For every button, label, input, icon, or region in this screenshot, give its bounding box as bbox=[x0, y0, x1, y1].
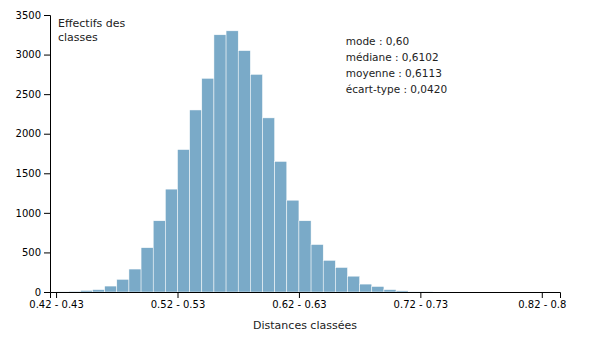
y-tick-label: 2000 bbox=[16, 128, 41, 139]
bar bbox=[141, 248, 153, 292]
plot-area: 0.42 - 0.43 0.52 - 0.53 0.62 - 0.63 0.72 - … bbox=[16, 10, 567, 310]
bar bbox=[129, 269, 141, 292]
x-tick: 0.82 - 0.8 bbox=[518, 292, 566, 310]
bar bbox=[396, 291, 408, 292]
chart: 0.42 - 0.43 0.52 - 0.53 0.62 - 0.63 0.72 - … bbox=[0, 0, 595, 337]
y-tick-mark bbox=[44, 252, 50, 253]
annotation: mode : 0,60 médiane : 0,6102 moyenne : 0,6… bbox=[346, 35, 447, 95]
y-tick: 0 bbox=[35, 287, 50, 298]
bar bbox=[56, 291, 68, 292]
bar bbox=[299, 221, 311, 292]
x-tick-label: 0.72 - 0.73 bbox=[394, 299, 449, 310]
y-tick: 1500 bbox=[16, 168, 50, 179]
y-axis-title-line: Effectifs des bbox=[58, 17, 126, 30]
bar bbox=[250, 74, 262, 292]
bar bbox=[214, 35, 226, 292]
x-axis-line bbox=[51, 293, 561, 299]
annotation-line: écart-type : 0,0420 bbox=[346, 83, 447, 95]
x-tick-mark bbox=[178, 292, 179, 298]
bar bbox=[360, 284, 372, 292]
x-tick-mark bbox=[299, 292, 300, 298]
bar bbox=[238, 51, 250, 292]
x-tick: 0.72 - 0.73 bbox=[394, 292, 449, 310]
y-tick: 500 bbox=[22, 247, 50, 258]
bar bbox=[165, 189, 177, 292]
bar bbox=[93, 290, 105, 292]
y-axis-title-line: classes bbox=[58, 31, 98, 44]
bar bbox=[275, 161, 287, 292]
x-tick-label: 0.82 - 0.8 bbox=[518, 299, 566, 310]
bar bbox=[105, 286, 117, 292]
y-tick-mark bbox=[44, 94, 50, 95]
y-axis-title: Effectifs desclasses bbox=[58, 17, 126, 44]
bar bbox=[178, 150, 190, 292]
y-tick-label: 0 bbox=[35, 287, 41, 298]
bar bbox=[408, 291, 420, 292]
y-tick-mark bbox=[44, 213, 50, 214]
y-tick: 2500 bbox=[16, 89, 50, 100]
y-tick-mark bbox=[44, 134, 50, 135]
y-tick-label: 3000 bbox=[16, 49, 41, 60]
y-tick-mark bbox=[44, 15, 50, 16]
bar bbox=[348, 276, 360, 292]
bar bbox=[335, 267, 347, 292]
x-tick-mark bbox=[420, 292, 421, 298]
bar bbox=[311, 245, 323, 292]
y-tick-label: 1500 bbox=[16, 168, 41, 179]
y-tick: 3000 bbox=[16, 49, 50, 60]
x-axis: 0.42 - 0.43 0.52 - 0.53 0.62 - 0.63 0.72 - … bbox=[29, 292, 566, 310]
y-axis: 0 500 1000 1500 2000 2500 3000 3500 bbox=[16, 10, 51, 298]
x-tick-label: 0.52 - 0.53 bbox=[151, 299, 206, 310]
bar bbox=[190, 110, 202, 292]
bar bbox=[80, 290, 92, 292]
annotation-line: moyenne : 0,6113 bbox=[346, 67, 442, 79]
y-tick-mark bbox=[44, 173, 50, 174]
y-tick-label: 2500 bbox=[16, 89, 41, 100]
x-tick-label: 0.62 - 0.63 bbox=[272, 299, 327, 310]
y-axis-line bbox=[44, 16, 51, 293]
x-tick-mark bbox=[542, 292, 543, 298]
bar bbox=[68, 291, 80, 292]
y-tick: 1000 bbox=[16, 208, 50, 219]
y-tick-label: 1000 bbox=[16, 208, 41, 219]
annotation-line: médiane : 0,6102 bbox=[346, 51, 439, 63]
x-tick: 0.62 - 0.63 bbox=[272, 292, 327, 310]
bar bbox=[153, 221, 165, 292]
y-tick-label: 500 bbox=[22, 247, 41, 258]
y-tick-mark bbox=[44, 292, 50, 293]
y-tick-label: 3500 bbox=[16, 10, 41, 21]
bar bbox=[287, 200, 299, 292]
bar bbox=[202, 78, 214, 292]
x-tick: 0.52 - 0.53 bbox=[151, 292, 206, 310]
x-tick-mark bbox=[56, 292, 57, 298]
bar bbox=[323, 260, 335, 292]
bar bbox=[420, 291, 432, 292]
bar bbox=[117, 279, 129, 292]
x-axis-title: Distances classées bbox=[253, 319, 357, 332]
bar bbox=[384, 290, 396, 292]
bar bbox=[372, 286, 384, 292]
y-tick: 2000 bbox=[16, 128, 50, 139]
y-tick: 3500 bbox=[16, 10, 50, 21]
y-tick-mark bbox=[44, 55, 50, 56]
bar bbox=[263, 118, 275, 292]
annotation-line: mode : 0,60 bbox=[346, 35, 409, 47]
bar bbox=[226, 31, 238, 292]
x-tick-label: 0.42 - 0.43 bbox=[29, 299, 84, 310]
